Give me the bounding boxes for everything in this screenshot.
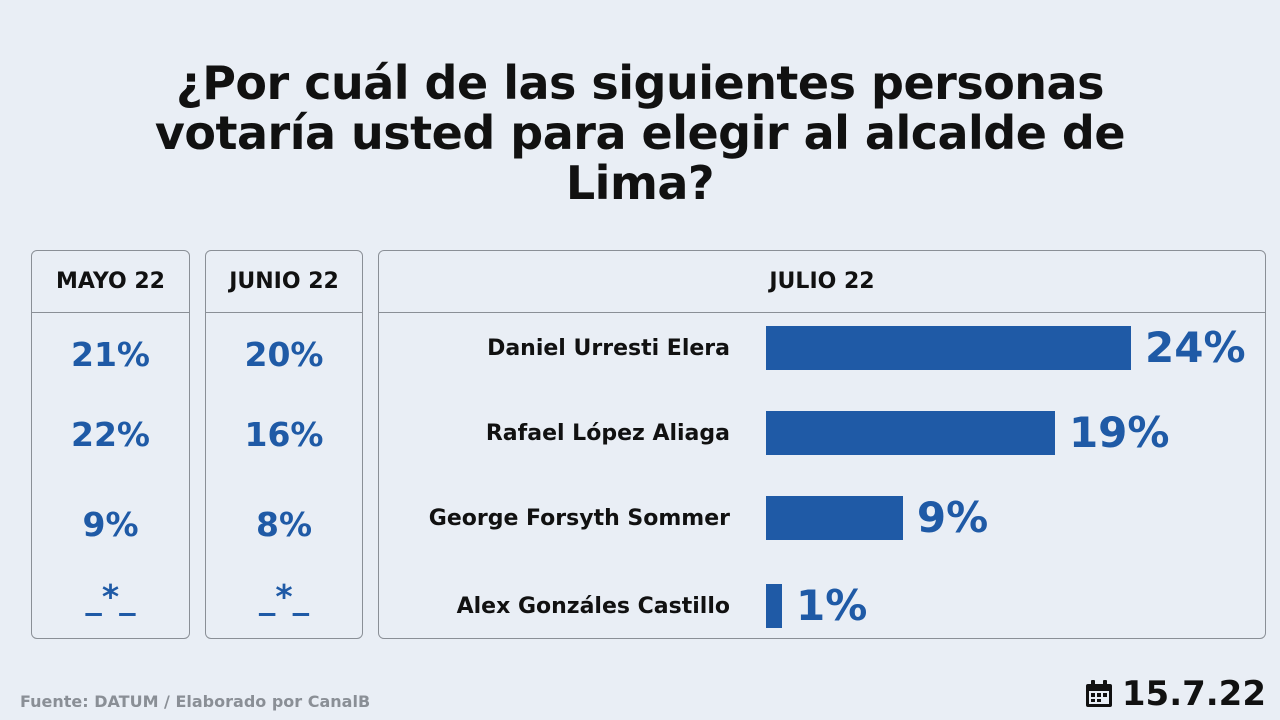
candidate-label: Rafael López Aliaga bbox=[485, 421, 730, 446]
calendar-icon bbox=[1085, 680, 1112, 707]
mayo-value: 9% bbox=[82, 505, 139, 544]
mayo-panel: MAYO 22 21% 22% 9% _*_ bbox=[31, 250, 190, 639]
title-line-1: ¿Por cuál de las siguientes personas bbox=[176, 56, 1104, 110]
page-title: ¿Por cuál de las siguientes personas vot… bbox=[0, 58, 1280, 208]
junio-panel: JUNIO 22 20% 16% 8% _*_ bbox=[205, 250, 363, 639]
mayo-header: MAYO 22 bbox=[32, 251, 189, 313]
bar bbox=[766, 584, 782, 628]
candidate-label: George Forsyth Sommer bbox=[428, 506, 730, 531]
bar bbox=[766, 411, 1055, 455]
junio-header: JUNIO 22 bbox=[206, 251, 362, 313]
julio-panel: JULIO 22 Daniel Urresti Elera 24% Rafael L… bbox=[378, 250, 1266, 639]
junio-value: 8% bbox=[255, 505, 313, 544]
junio-value: 20% bbox=[244, 335, 324, 374]
date-text: 15.7.22 bbox=[1121, 674, 1266, 714]
bar-value-label: 1% bbox=[796, 581, 868, 630]
candidate-label: Alex Gonzáles Castillo bbox=[456, 594, 730, 619]
title-line-2: votaría usted para elegir al alcalde de bbox=[154, 106, 1126, 160]
candidate-label: Daniel Urresti Elera bbox=[487, 336, 730, 361]
mayo-value: 21% bbox=[71, 335, 150, 374]
junio-value: _*_ bbox=[258, 577, 310, 616]
title-line-3: Lima? bbox=[565, 156, 715, 210]
bar bbox=[766, 326, 1131, 370]
source-note: Fuente: DATUM / Elaborado por CanalB bbox=[20, 692, 371, 711]
julio-header: JULIO 22 bbox=[379, 251, 1265, 313]
date-stamp: 15.7.22 bbox=[1084, 674, 1266, 714]
bar-value-label: 19% bbox=[1068, 408, 1170, 457]
mayo-value: 22% bbox=[71, 415, 150, 454]
junio-value: 16% bbox=[244, 415, 324, 454]
bar bbox=[766, 496, 903, 540]
mayo-value: _*_ bbox=[85, 577, 136, 616]
bar-value-label: 24% bbox=[1145, 323, 1246, 372]
bar-value-label: 9% bbox=[916, 493, 989, 542]
